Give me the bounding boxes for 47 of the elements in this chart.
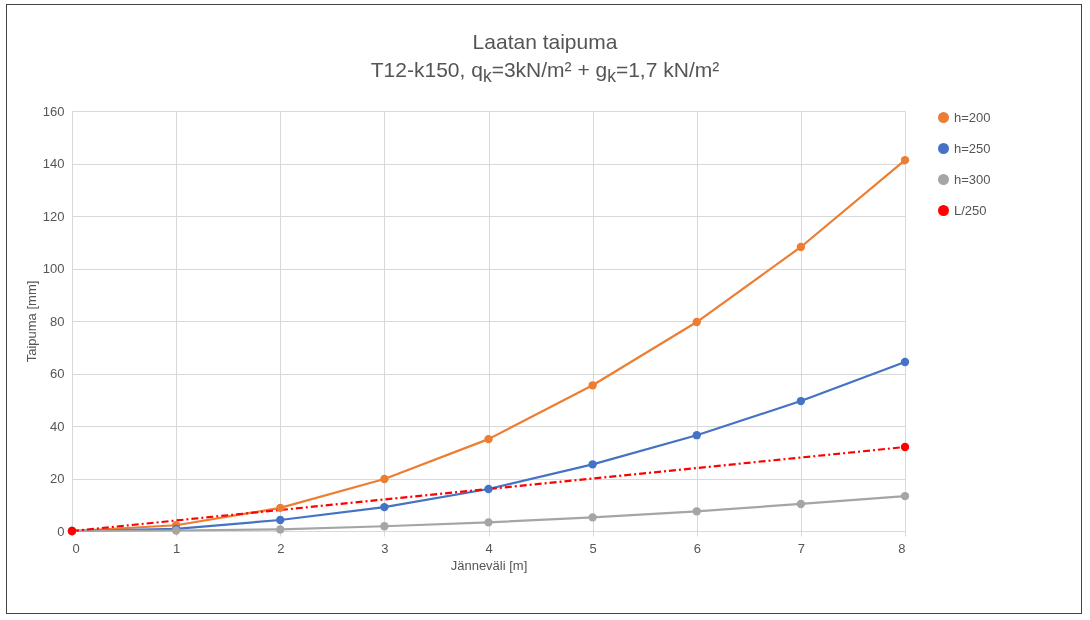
point: [900, 357, 910, 367]
x-tick-label: 4: [485, 540, 493, 556]
point: [796, 499, 806, 509]
x-tick-label: 1: [173, 540, 181, 556]
point: [380, 522, 389, 531]
y-tick-label: 80: [50, 313, 65, 329]
y-tick-label: 120: [42, 208, 65, 224]
x-tick-label: 8: [898, 540, 906, 556]
chart-title: Laatan taipuma: [471, 30, 619, 54]
point: [588, 381, 597, 390]
y-tick-label: 20: [50, 471, 65, 486]
legend-label: h=250: [954, 140, 991, 156]
y-tick-label: 60: [50, 366, 65, 381]
point: [900, 442, 910, 452]
point: [276, 503, 285, 513]
x-tick-label: 5: [589, 540, 597, 556]
legend-label: L/250: [954, 202, 987, 218]
y-tick-label: 140: [42, 156, 65, 171]
point: [276, 515, 285, 525]
x-tick-label: 2: [277, 540, 285, 556]
y-tick-label: 0: [57, 523, 65, 539]
point: [484, 484, 493, 494]
point: [380, 474, 389, 484]
point: [692, 431, 701, 440]
point: [692, 507, 701, 516]
x-tick-label: 7: [797, 540, 805, 556]
point: [588, 513, 597, 522]
legend-label: h=200: [954, 109, 991, 125]
point: [900, 491, 910, 501]
point: [484, 518, 493, 527]
x-axis-title: Jänneväli [m]: [450, 557, 528, 573]
point: [796, 396, 806, 406]
legend-label: h=300: [954, 171, 991, 187]
y-axis-title: Taipuma [mm]: [23, 280, 39, 363]
x-tick-label: 0: [72, 540, 80, 556]
point: [380, 502, 389, 512]
point: [796, 242, 806, 252]
point: [692, 317, 701, 327]
chart-subtitle: T12-k150, q$_{k}$=3kN/m² + g$_{k}$=1,7 kN/m²: [369, 58, 721, 88]
x-tick-label: 3: [381, 540, 389, 556]
x-tick-label: 6: [693, 540, 701, 556]
y-tick-label: 100: [42, 261, 65, 276]
point: [588, 460, 597, 469]
point: [900, 155, 910, 165]
point: [484, 434, 493, 444]
y-tick-label: 40: [50, 418, 65, 434]
y-tick-label: 160: [42, 103, 65, 119]
